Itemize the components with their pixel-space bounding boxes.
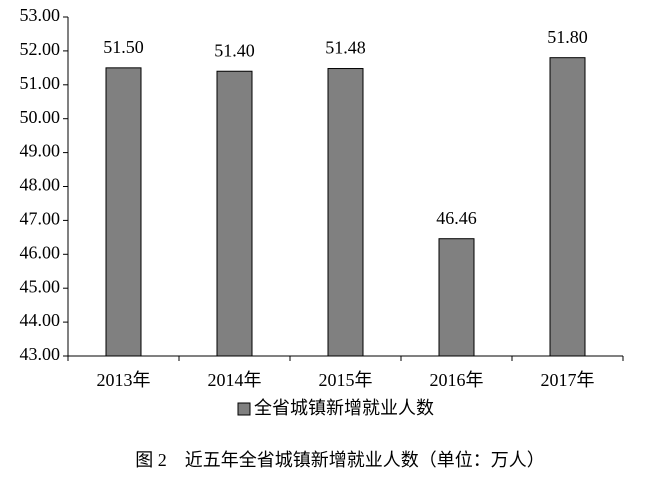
- x-tick-label: 2017年: [541, 370, 595, 390]
- x-tick-label: 2016年: [430, 370, 484, 390]
- chart-caption: 图 2 近五年全省城镇新增就业人数（单位：万人）: [135, 450, 545, 470]
- y-tick-label: 53.00: [20, 5, 61, 25]
- bar: [549, 57, 586, 357]
- y-tick-label: 43.00: [20, 344, 61, 364]
- y-tick-label: 48.00: [20, 175, 61, 195]
- bar: [216, 70, 253, 357]
- value-label: 46.46: [436, 208, 477, 228]
- value-label: 51.48: [325, 38, 366, 58]
- y-tick-label: 51.00: [20, 73, 61, 93]
- legend-label: 全省城镇新增就业人数: [254, 398, 434, 418]
- y-tick-label: 49.00: [20, 141, 61, 161]
- y-tick-label: 52.00: [20, 39, 61, 59]
- bar: [105, 67, 142, 357]
- bar: [327, 68, 364, 357]
- x-tick-label: 2013年: [97, 370, 151, 390]
- x-tick-label: 2015年: [319, 370, 373, 390]
- legend-swatch: [237, 402, 251, 416]
- y-tick-label: 45.00: [20, 276, 61, 296]
- value-label: 51.50: [103, 37, 144, 57]
- y-tick-label: 46.00: [20, 242, 61, 262]
- bar: [438, 238, 475, 357]
- x-tick-label: 2014年: [208, 370, 262, 390]
- value-label: 51.40: [214, 40, 255, 60]
- y-tick-label: 50.00: [20, 107, 61, 127]
- value-label: 51.80: [547, 27, 588, 47]
- y-tick-label: 44.00: [20, 310, 61, 330]
- y-tick-label: 47.00: [20, 209, 61, 229]
